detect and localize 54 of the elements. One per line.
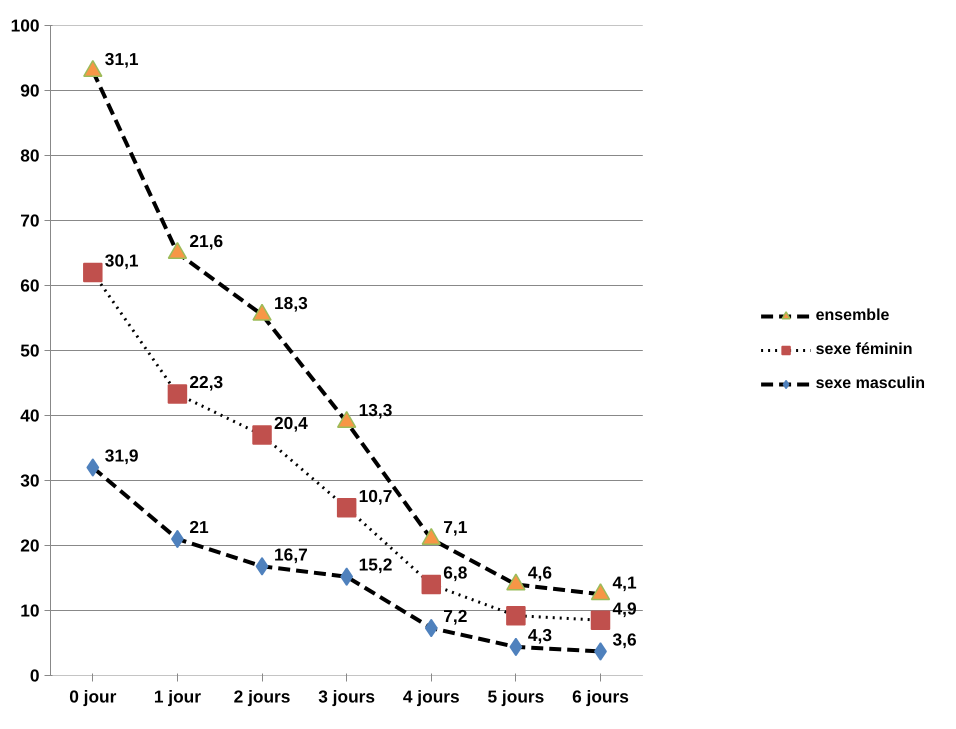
annotation: 21 <box>189 517 210 537</box>
annotation: 21,6 <box>189 231 224 251</box>
y-tick-label: 80 <box>20 146 40 166</box>
annotation: 18,3 <box>274 292 308 313</box>
x-tick-label: 6 jours <box>572 686 629 706</box>
point <box>336 498 356 518</box>
point <box>83 60 103 77</box>
annotation: 22,3 <box>189 372 224 392</box>
y-tick-label: 90 <box>20 80 40 100</box>
y-tick-label: 40 <box>20 406 40 426</box>
point <box>252 304 272 321</box>
point <box>340 567 354 586</box>
point <box>422 574 442 594</box>
annotation: 4,6 <box>528 562 552 582</box>
y-tick-label: 60 <box>20 276 40 296</box>
point <box>509 638 522 656</box>
annotation: 30,1 <box>104 250 139 270</box>
annotation: 7,1 <box>443 517 468 537</box>
y-tick-label: 30 <box>20 470 40 490</box>
x-tick-label: 4 jours <box>402 686 460 706</box>
annotation: 4,9 <box>612 598 637 618</box>
y-tick-label: 100 <box>10 16 40 36</box>
y-tick-label: 10 <box>20 600 40 620</box>
y-tick-label: 0 <box>30 666 40 686</box>
annotation: 4,3 <box>528 624 552 645</box>
annotation: 4,1 <box>612 572 637 592</box>
x-tick-label: 5 jours <box>487 686 544 706</box>
annotation: 16,7 <box>274 544 308 564</box>
x-tick-label: 2 jours <box>234 686 290 706</box>
point <box>86 458 100 477</box>
annotation: 20,4 <box>274 413 308 433</box>
point <box>590 610 610 630</box>
y-tick-label: 20 <box>20 536 40 556</box>
annotation: 3,6 <box>612 629 637 650</box>
y-tick-label: 70 <box>20 210 40 230</box>
x-tick-label: 1 jour <box>154 686 202 706</box>
x-tick-label: 0 jour <box>69 686 117 706</box>
point <box>506 606 526 626</box>
annotation: 13,3 <box>358 400 393 420</box>
annotation: 10,7 <box>358 486 392 506</box>
annotation: 6,8 <box>443 562 468 582</box>
point <box>424 618 438 638</box>
legend-label: sexe féminin <box>816 341 913 359</box>
legend-label: ensemble <box>816 307 890 325</box>
point <box>252 425 272 445</box>
legend-label: sexe masculin <box>816 375 925 393</box>
y-tick-label: 50 <box>20 340 40 360</box>
annotation: 7,2 <box>443 606 468 626</box>
x-tick-label: 3 jours <box>318 686 376 706</box>
annotation: 31,1 <box>104 49 139 69</box>
point <box>168 384 188 404</box>
annotation: 31,9 <box>104 446 139 466</box>
annotation: 15,2 <box>358 554 392 575</box>
point <box>168 242 188 259</box>
